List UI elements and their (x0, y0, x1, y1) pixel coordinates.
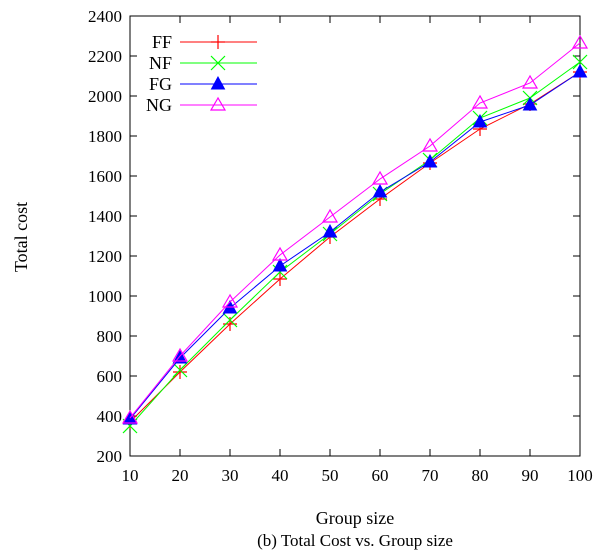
series-group (121, 34, 589, 434)
point-nf (572, 54, 588, 70)
point-fg (272, 257, 288, 272)
x-tick-label: 90 (522, 466, 539, 485)
legend-marker-ff (211, 35, 225, 49)
legend-marker-nf (210, 55, 226, 71)
point-ff (273, 272, 287, 286)
point-ng (521, 74, 539, 89)
legend-marker-fg (210, 75, 226, 90)
plot-frame (129, 15, 581, 457)
y-tick-label: 1600 (88, 167, 122, 186)
legend-item-nf: NF (149, 53, 257, 73)
chart-caption: (b) Total Cost vs. Group size (257, 531, 453, 550)
y-tick-label: 800 (97, 327, 123, 346)
y-tick-label: 200 (97, 447, 123, 466)
x-tick-label: 80 (472, 466, 489, 485)
x-tick-label: 70 (422, 466, 439, 485)
point-ng (221, 293, 239, 308)
legend-item-ff: FF (152, 32, 257, 52)
point-nf (172, 362, 188, 378)
point-ng (171, 347, 189, 362)
x-axis-title: Group size (316, 508, 394, 528)
point-ng (371, 170, 389, 185)
legend-label-nf: NF (149, 53, 172, 73)
y-tick-label: 1200 (88, 247, 122, 266)
legend-item-ng: NG (146, 95, 257, 115)
y-tick-label: 1000 (88, 287, 122, 306)
y-tick-label: 1800 (88, 127, 122, 146)
point-nf (222, 312, 238, 328)
point-fg (422, 153, 438, 168)
series-fg (122, 63, 588, 425)
point-ng (421, 137, 439, 152)
series-line-nf (129, 61, 581, 427)
legend-item-fg: FG (149, 74, 257, 94)
series-line-ng (129, 42, 581, 419)
series-line-ff (129, 71, 581, 423)
series-ff (123, 65, 587, 429)
legend-marker-ng (209, 96, 227, 111)
x-tick-label: 100 (567, 466, 593, 485)
series-ng (121, 34, 589, 424)
y-tick-label: 2200 (88, 47, 122, 66)
point-ng (321, 208, 339, 223)
legend-label-fg: FG (149, 74, 172, 94)
x-tick-label: 30 (222, 466, 239, 485)
series-nf (122, 54, 588, 434)
axes: 200 400 600 800 1000 1200 1400 1600 1800 2000 2200… (88, 7, 593, 485)
point-fg (472, 113, 488, 128)
legend-label-ff: FF (152, 32, 172, 52)
y-tick-label: 2400 (88, 7, 122, 26)
y-tick-label: 400 (97, 407, 123, 426)
point-fg (522, 96, 538, 111)
x-tick-label: 50 (322, 466, 339, 485)
y-tick-label: 2000 (88, 87, 122, 106)
point-fg (572, 63, 588, 78)
y-tick-label: 1400 (88, 207, 122, 226)
point-ng (121, 409, 139, 424)
x-tick-label: 40 (272, 466, 289, 485)
x-tick-label: 20 (172, 466, 189, 485)
series-line-fg (129, 71, 581, 420)
point-ff (173, 365, 187, 379)
point-ng (471, 94, 489, 109)
point-fg (322, 223, 338, 238)
plot-area (129, 15, 581, 457)
y-axis-title: Total cost (11, 202, 31, 272)
point-ng (571, 34, 589, 49)
y-tick-label: 600 (97, 367, 123, 386)
x-tick-label: 60 (372, 466, 389, 485)
x-tick-label: 10 (122, 466, 139, 485)
point-ng (271, 246, 289, 261)
legend-label-ng: NG (146, 95, 172, 115)
point-fg (372, 183, 388, 198)
